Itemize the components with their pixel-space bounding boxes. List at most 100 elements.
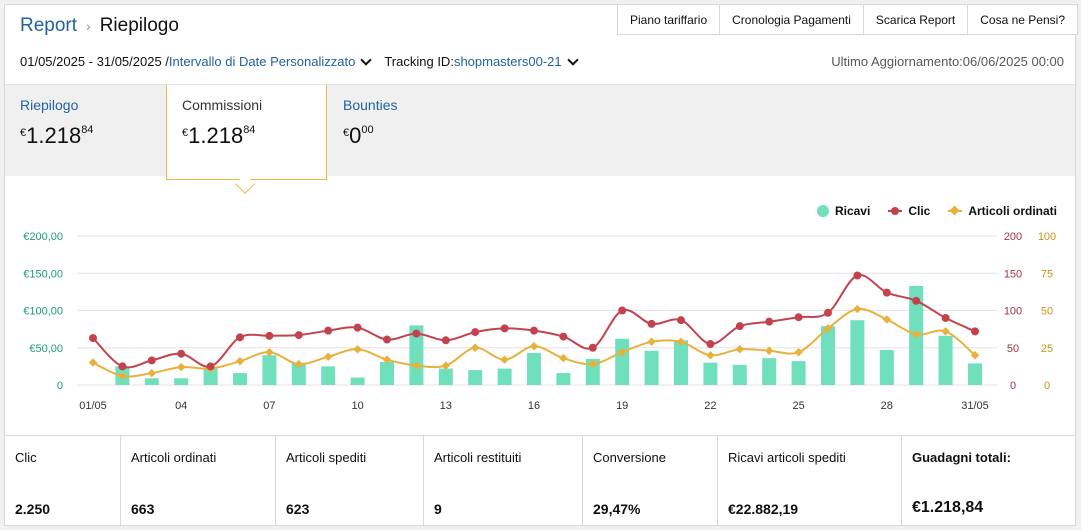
stat-label: Articoli spediti <box>286 450 367 465</box>
chevron-down-icon[interactable] <box>360 53 373 66</box>
revenue-bar <box>615 338 630 385</box>
top-button-group: Piano tariffario Cronologia Pagamenti Sc… <box>616 4 1078 35</box>
x-axis-tick: 19 <box>616 400 628 412</box>
clicks-point <box>794 313 803 322</box>
stats-row: Clic 2.250 Articoli ordinati 663 Articol… <box>5 435 1075 526</box>
payment-history-button[interactable]: Cronologia Pagamenti <box>719 4 863 35</box>
clicks-point <box>206 362 215 371</box>
y-axis-clicks-tick: 200 <box>1004 231 1022 243</box>
clicks-point <box>971 327 979 336</box>
download-report-button[interactable]: Scarica Report <box>862 4 968 35</box>
tab-label: Riepilogo <box>20 97 79 113</box>
clicks-point <box>118 362 127 371</box>
clicks-point <box>236 333 244 342</box>
ordered-items-point <box>382 355 392 364</box>
ordered-items-point <box>118 371 127 381</box>
tracking-id-dropdown[interactable]: shopmasters00-21 <box>453 54 562 69</box>
clicks-point <box>735 322 744 331</box>
stat-value: €22.882,19 <box>728 501 799 517</box>
ordered-items-point <box>617 347 627 357</box>
tab-riepilogo[interactable]: Riepilogo €1.21884 <box>5 85 166 177</box>
revenue-bar <box>468 370 483 385</box>
ordered-items-point <box>941 327 950 336</box>
ordered-items-point <box>706 350 715 360</box>
clicks-point <box>765 317 774 326</box>
x-axis-tick: 16 <box>528 400 540 412</box>
clicks-point <box>706 340 715 349</box>
ordered-items-point <box>647 337 656 347</box>
clicks-point <box>353 323 362 332</box>
legend-label: Articoli ordinati <box>968 204 1057 218</box>
revenue-bar <box>380 361 394 385</box>
ordered-items-point <box>794 347 803 357</box>
clicks-point <box>471 328 480 337</box>
legend-item-revenue[interactable]: Ricavi <box>816 204 870 218</box>
stat-label: Articoli ordinati <box>131 450 217 465</box>
page-title: Riepilogo <box>99 15 179 36</box>
y-axis-clicks-tick: 150 <box>1004 268 1022 280</box>
ordered-items-point <box>147 368 157 378</box>
revenue-bar <box>203 368 218 385</box>
legend-item-clicks[interactable]: Clic <box>888 204 930 218</box>
tab-amount: €1.21884 <box>20 123 94 148</box>
y-axis-items-tick: 50 <box>1041 306 1053 318</box>
ordered-items-point <box>470 343 480 352</box>
stat-label: Articoli restituiti <box>434 450 522 465</box>
ordered-items-point <box>412 361 421 370</box>
legend-item-ordered[interactable]: Articoli ordinati <box>948 204 1057 218</box>
revenue-bar <box>409 325 424 385</box>
x-axis-tick: 31/05 <box>961 400 989 412</box>
legend-label: Clic <box>908 204 931 218</box>
stat-total-earnings: Guadagni totali: €1.218,84 <box>902 436 1075 526</box>
revenue-bar <box>350 377 365 385</box>
stat-shipped-items: Articoli spediti 623 <box>276 436 424 526</box>
revenue-bar <box>674 340 688 385</box>
ordered-items-point <box>500 355 509 364</box>
chart-legend: Ricavi Clic Articoli ordinati <box>799 204 1057 218</box>
y-axis-left-tick: 0 <box>57 380 63 392</box>
clicks-point <box>530 326 538 335</box>
stat-value: 9 <box>434 501 442 517</box>
ordered-items-point <box>882 315 892 324</box>
revenue-bar <box>968 363 982 385</box>
clicks-point <box>588 343 597 352</box>
chevron-down-icon[interactable] <box>566 53 579 66</box>
y-axis-items-tick: 25 <box>1041 343 1053 355</box>
clicks-point <box>265 331 274 340</box>
stat-ordered-items: Articoli ordinati 663 <box>121 436 276 526</box>
date-range-dropdown[interactable]: Intervallo di Date Personalizzato <box>168 54 356 69</box>
tab-bounties[interactable]: Bounties €000 <box>328 85 489 177</box>
stat-label: Ricavi articoli spediti <box>728 450 846 465</box>
ordered-items-point <box>294 359 304 369</box>
y-axis-left-tick: €200,00 <box>23 231 63 243</box>
legend-ordered-diamond-icon <box>948 205 963 216</box>
x-axis-tick: 28 <box>881 400 893 412</box>
revenue-bar <box>938 335 953 385</box>
clicks-point <box>412 329 421 338</box>
revenue-bar <box>321 366 336 385</box>
ordered-items-point <box>235 356 245 366</box>
revenue-bar <box>791 361 806 385</box>
breadcrumb-report-link[interactable]: Report <box>20 15 78 36</box>
x-axis-tick: 25 <box>792 400 804 412</box>
ordered-items-point <box>176 362 186 372</box>
revenue-bar <box>585 358 600 385</box>
stat-label: Conversione <box>593 450 666 465</box>
rate-plan-button[interactable]: Piano tariffario <box>616 4 720 35</box>
ordered-items-point <box>265 347 274 357</box>
summary-tabs: Riepilogo €1.21884 Commissioni €1.21884 … <box>5 84 1075 180</box>
clicks-point <box>500 324 509 333</box>
clicks-point <box>177 349 186 358</box>
revenue-bar <box>233 373 247 385</box>
feedback-button[interactable]: Cosa ne Pensi? <box>967 4 1078 35</box>
tab-commissioni[interactable]: Commissioni €1.21884 <box>166 85 327 180</box>
ordered-items-point <box>323 352 333 361</box>
breadcrumb-separator: › <box>86 18 91 34</box>
filter-bar: 01/05/2025 - 31/05/2025 / Intervallo di … <box>20 53 581 69</box>
revenue-bar <box>879 349 894 385</box>
revenue-bar <box>644 350 659 385</box>
clicks-point <box>912 296 921 305</box>
stat-value: 2.250 <box>15 501 51 517</box>
ordered-items-point <box>559 353 568 363</box>
y-axis-items-tick: 100 <box>1038 231 1056 243</box>
